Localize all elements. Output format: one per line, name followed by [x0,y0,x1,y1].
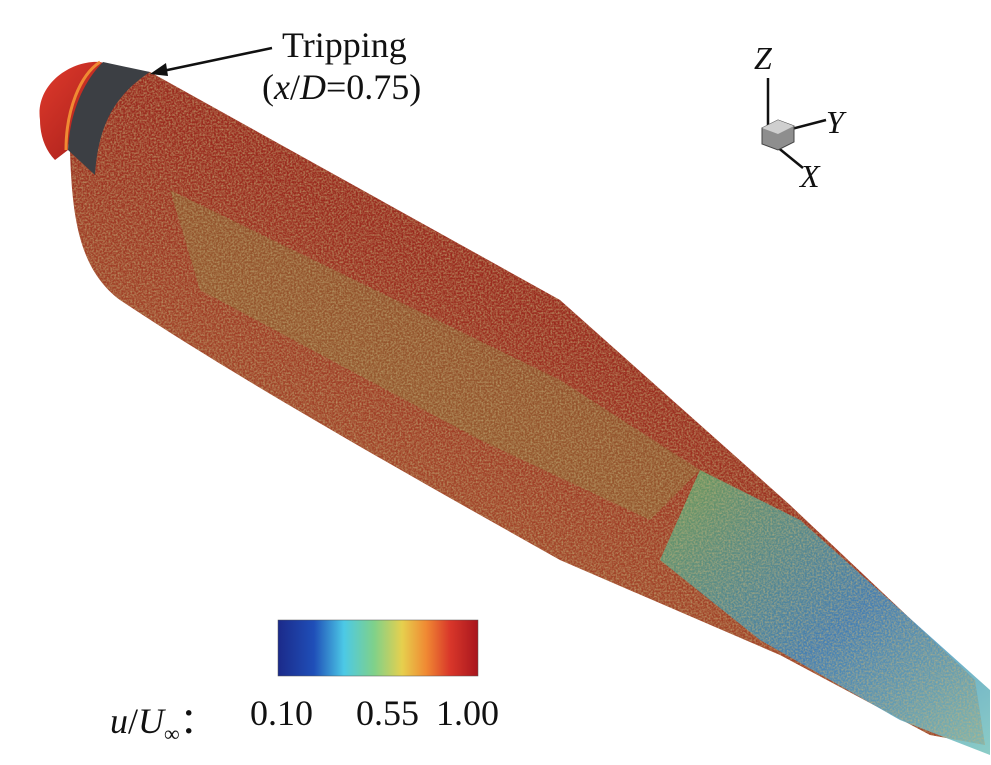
colorbar-tick-low: 0.10 [250,693,313,733]
tripping-sleeve [68,62,150,175]
tripping-location-label: (x/D=0.75) [262,67,422,107]
tripping-arrow [150,46,273,76]
turbulence-texture [68,71,985,746]
colorbar-variable-label: u/U∞： [110,701,216,747]
colorbar-swatch [277,619,479,677]
axis-z-label: Z [754,40,772,76]
axis-x-label: X [800,158,820,194]
nose-cap [39,61,115,160]
hull-body [39,60,990,755]
colorbar-tick-mid: 0.55 [356,693,419,733]
axes-triad [761,78,827,169]
nose-ring [64,60,101,151]
colorbar-tick-high: 1.00 [436,693,499,733]
axis-y-label: Y [826,104,844,140]
tripping-label: Tripping [282,25,407,65]
